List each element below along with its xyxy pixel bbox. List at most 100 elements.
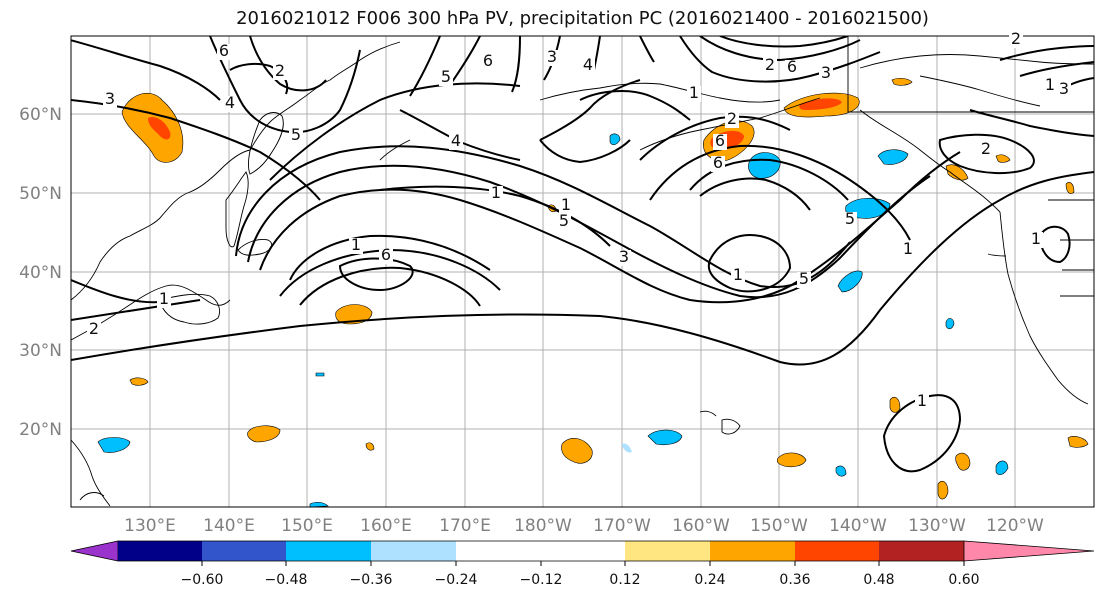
contour-label: 1 [1045, 75, 1055, 94]
contour-label: 6 [219, 41, 229, 60]
contour-label: 5 [845, 209, 855, 228]
lon-gridlines [149, 36, 1016, 507]
contour-label: 4 [583, 55, 593, 74]
contour-label-bg [785, 60, 799, 76]
lat-label: 60°N [19, 105, 62, 125]
contour-label: 1 [733, 265, 743, 284]
colorbar-segment [879, 541, 964, 561]
contour-label-bg [687, 86, 701, 102]
map-frame [70, 35, 1095, 508]
contour-label-bg [915, 394, 929, 410]
colorbar-segment [118, 541, 202, 561]
colorbar-segment [286, 541, 371, 561]
contour-label: 2 [765, 55, 775, 74]
lon-label: 150°W [750, 516, 808, 536]
contour-label-bg [223, 96, 237, 112]
contour-label: 2 [275, 61, 285, 80]
colorbar-segment [625, 541, 710, 561]
lon-axis-labels: 130°E 140°E 150°E 160°E 170°E 180°W 170°… [124, 516, 1044, 536]
colorbar-tick-label: −0.36 [350, 572, 393, 588]
contour-label: 5 [799, 269, 809, 288]
contour-label-bg [763, 58, 777, 74]
lat-axis-labels: 20°N 30°N 40°N 50°N 60°N [19, 105, 62, 440]
lon-label: 160°W [672, 516, 730, 536]
colorbar-tick-label: 0.24 [694, 572, 725, 588]
pv-contours [71, 36, 1094, 473]
contour-label: 1 [917, 391, 927, 410]
contour-label: 6 [381, 245, 391, 264]
contour-label-bg [559, 198, 573, 214]
contour-label: 2 [727, 109, 737, 128]
contour-label-bg [439, 70, 453, 86]
contour-label: 3 [547, 47, 557, 66]
lon-label: 140°E [203, 516, 255, 536]
contour-label: 1 [1031, 229, 1041, 248]
lat-label: 30°N [19, 341, 62, 361]
contour-label: 6 [713, 153, 723, 172]
colorbar-segment [202, 541, 286, 561]
colorbar-tick-label: −0.24 [435, 572, 478, 588]
contour-label: 6 [715, 131, 725, 150]
contour-label: 1 [351, 235, 361, 254]
lon-label: 150°E [281, 516, 333, 536]
lat-label: 40°N [19, 263, 62, 283]
contour-label-bg [379, 248, 393, 264]
contour-label-bg [557, 214, 571, 230]
colorbar-tick-label: 0.12 [609, 572, 640, 588]
contour-label-bg [819, 66, 833, 82]
contour-label: 1 [561, 195, 571, 214]
contour-label: 5 [559, 211, 569, 230]
contour-label: 5 [441, 67, 451, 86]
contour-label: 5 [291, 125, 301, 144]
contour-label: 2 [981, 139, 991, 158]
contour-label-bg [103, 92, 117, 108]
contour-label-bg [157, 292, 171, 308]
colorbar-over-extend [963, 540, 1095, 562]
lat-label: 50°N [19, 184, 62, 204]
contour-label: 3 [821, 63, 831, 82]
colorbar-tick-label: −0.60 [181, 572, 224, 588]
colorbar-tick-label: −0.48 [265, 572, 308, 588]
lon-label: 140°W [829, 516, 887, 536]
contour-label-bg [731, 268, 745, 284]
lat-label: 20°N [19, 420, 62, 440]
lon-label: 170°W [593, 516, 651, 536]
colorbar-segment [371, 541, 456, 561]
contour-label: 3 [105, 89, 115, 108]
lon-label: 170°E [439, 516, 491, 536]
contour-label: 3 [619, 247, 629, 266]
contour-label: 2 [89, 319, 99, 338]
lon-label: 130°W [908, 516, 966, 536]
colorbar-tick-label: 0.36 [779, 572, 810, 588]
contour-label: 1 [159, 289, 169, 308]
contour-label-bg [581, 58, 595, 74]
colorbar-segment [456, 541, 541, 561]
contour-label-bg [449, 134, 463, 150]
colorbar-tick-label: 0.60 [948, 572, 979, 588]
contour-label: 6 [787, 57, 797, 76]
contour-label: 1 [903, 239, 913, 258]
contour-label-bg [217, 44, 231, 60]
contour-label-bg [87, 322, 101, 338]
contour-label-bg [1043, 78, 1057, 94]
contour-label-bg [725, 112, 739, 128]
contour-label: 3 [1059, 79, 1069, 98]
contour-label-bg [711, 156, 725, 172]
contour-label-bg [545, 50, 559, 66]
colorbar: −0.60 −0.48 −0.36 −0.24 −0.12 0.12 0.24 … [70, 540, 1095, 588]
colorbar-tick-label: 0.48 [863, 572, 894, 588]
contour-label-bg [713, 134, 727, 150]
contour-label: 4 [225, 93, 235, 112]
contour-label-bg [1029, 232, 1043, 248]
lon-label: 120°W [986, 516, 1044, 536]
contour-label: 1 [689, 83, 699, 102]
contour-label-bg [273, 64, 287, 80]
colorbar-segment [795, 541, 879, 561]
contour-label: 6 [483, 51, 493, 70]
colorbar-tick-label: −0.12 [520, 572, 563, 588]
map-title: 2016021012 F006 300 hPa PV, precipitatio… [236, 8, 929, 29]
lon-label: 130°E [124, 516, 176, 536]
lon-label: 180°W [514, 516, 572, 536]
